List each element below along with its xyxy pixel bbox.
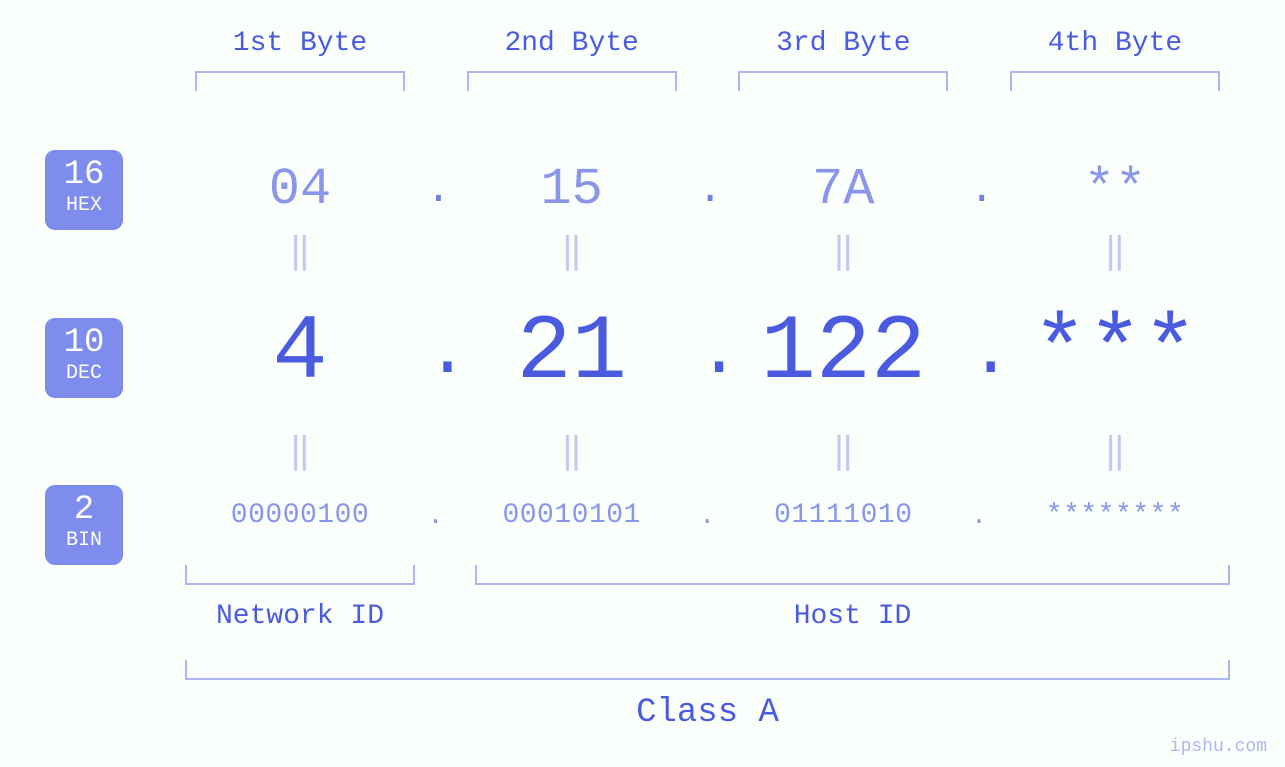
eq-2-3: ‖ [718,430,968,473]
bin-byte-1: 00000100 [175,500,425,531]
bin-badge-num: 2 [45,493,123,527]
hex-sep-2: . [697,166,717,214]
hex-byte-2: 15 [447,160,697,219]
eq-2-4: ‖ [990,430,1240,473]
hex-row: 04 . 15 . 7A . ** [175,160,1240,219]
hex-byte-3: 7A [718,160,968,219]
equals-row-1: ‖ ‖ ‖ ‖ [175,230,1240,273]
bin-badge: 2 BIN [45,485,123,565]
dec-badge-txt: DEC [45,362,123,385]
byte-col-3: 3rd Byte [718,28,968,91]
byte-label-2: 2nd Byte [447,28,697,59]
dec-badge: 10 DEC [45,318,123,398]
network-id-bracket [185,565,415,585]
host-id-label: Host ID [465,601,1240,632]
bin-byte-4: ******** [990,500,1240,531]
eq-1-2: ‖ [447,230,697,273]
dec-byte-1: 4 [175,300,425,405]
eq-1-3: ‖ [718,230,968,273]
bin-sep-3: . [969,501,989,531]
bin-byte-3: 01111010 [718,500,968,531]
dec-sep-2: . [697,312,717,394]
hex-sep-1: . [426,166,446,214]
dec-byte-4: *** [990,300,1240,405]
byte-col-1: 1st Byte [175,28,425,91]
eq-2-2: ‖ [447,430,697,473]
equals-row-2: ‖ ‖ ‖ ‖ [175,430,1240,473]
eq-1-4: ‖ [990,230,1240,273]
hex-badge: 16 HEX [45,150,123,230]
byte-labels-row: 1st Byte 2nd Byte 3rd Byte 4th Byte [175,28,1240,91]
bin-sep-2: . [697,501,717,531]
bin-sep-1: . [426,501,446,531]
hex-badge-txt: HEX [45,194,123,217]
eq-1-1: ‖ [175,230,425,273]
dec-byte-2: 21 [447,300,697,405]
watermark: ipshu.com [1170,737,1267,757]
id-brackets-row: Network ID Host ID [175,565,1240,632]
bin-badge-txt: BIN [45,529,123,552]
top-bracket-2 [467,71,677,91]
network-id-label: Network ID [175,601,425,632]
dec-byte-3: 122 [718,300,968,405]
hex-byte-1: 04 [175,160,425,219]
byte-label-1: 1st Byte [175,28,425,59]
top-bracket-3 [738,71,948,91]
host-id-col: Host ID [465,565,1240,632]
bin-byte-2: 00010101 [447,500,697,531]
dec-badge-num: 10 [45,326,123,360]
byte-col-4: 4th Byte [990,28,1240,91]
class-row: Class A [175,660,1240,732]
byte-label-3: 3rd Byte [718,28,968,59]
hex-sep-3: . [969,166,989,214]
host-id-bracket [475,565,1230,585]
top-bracket-4 [1010,71,1220,91]
byte-col-2: 2nd Byte [447,28,697,91]
dec-sep-3: . [969,312,989,394]
bin-row: 00000100 . 00010101 . 01111010 . *******… [175,500,1240,531]
ip-diagram: 1st Byte 2nd Byte 3rd Byte 4th Byte 16 H… [0,0,1285,767]
byte-label-4: 4th Byte [990,28,1240,59]
class-label: Class A [175,694,1240,732]
hex-badge-num: 16 [45,158,123,192]
top-bracket-1 [195,71,405,91]
eq-2-1: ‖ [175,430,425,473]
class-bracket [185,660,1230,680]
hex-byte-4: ** [990,160,1240,219]
dec-row: 4 . 21 . 122 . *** [175,300,1240,405]
network-id-col: Network ID [175,565,425,632]
dec-sep-1: . [426,312,446,394]
